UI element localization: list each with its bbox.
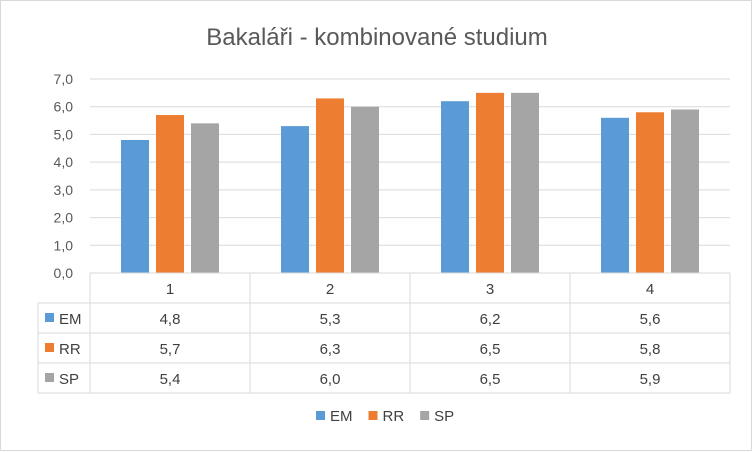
- x-category-label: 4: [646, 281, 654, 298]
- x-category-label: 2: [326, 281, 334, 298]
- legend-label-em: EM: [330, 408, 353, 425]
- bars: [121, 92, 699, 274]
- table-cell-value: 6,0: [320, 371, 341, 388]
- y-tick-label: 7,0: [54, 71, 74, 87]
- y-tick-label: 4,0: [54, 154, 74, 170]
- legend-label-rr: RR: [383, 408, 405, 425]
- table-cell-value: 6,2: [480, 311, 501, 328]
- table-cell-value: 6,5: [480, 341, 501, 358]
- table-cell-value: 5,7: [160, 341, 181, 358]
- legend: EM RR SP: [316, 408, 454, 425]
- y-tick-label: 6,0: [54, 99, 74, 115]
- table-series-name: SP: [59, 371, 79, 388]
- legend-label-sp: SP: [434, 408, 454, 425]
- table-series-name: EM: [59, 311, 82, 328]
- y-tick-label: 1,0: [54, 237, 74, 253]
- table-cell-value: 4,8: [160, 311, 181, 328]
- data-table: 1 2 3 4 EM 4,8 5,3 6,2 5,6 RR 5,7 6,3 6,5 5,8 SP 5,4 6,0…: [37, 272, 731, 394]
- table-cell-value: 6,3: [320, 341, 341, 358]
- table-cell-value: 5,9: [640, 371, 661, 388]
- table-series-name: RR: [59, 341, 81, 358]
- y-tick-label: 2,0: [54, 210, 74, 226]
- table-cell-value: 6,5: [480, 371, 501, 388]
- chart-title: Bakaláři - kombinované studium: [206, 24, 548, 51]
- bar-sp-1: [191, 123, 219, 273]
- legend-swatch-em: [316, 411, 325, 420]
- bar-rr-3: [476, 92, 504, 273]
- table-series-swatch: [45, 343, 54, 352]
- table-series-swatch: [45, 313, 54, 322]
- legend-swatch-rr: [368, 411, 378, 420]
- y-tick-label: 0,0: [54, 265, 74, 281]
- bar-em-3: [441, 101, 469, 274]
- bar-rr-1: [156, 115, 184, 274]
- bar-em-2: [281, 126, 309, 273]
- bar-sp-3: [511, 92, 539, 273]
- bar-em-4: [601, 117, 629, 273]
- y-axis: 0,0 1,0 2,0 3,0 4,0 5,0 6,0 7,0: [54, 71, 74, 281]
- legend-swatch-sp: [420, 411, 430, 420]
- table-cell-value: 5,3: [320, 311, 341, 328]
- bar-em-1: [121, 139, 149, 273]
- bar-sp-2: [351, 106, 379, 273]
- table-cell-value: 5,4: [160, 371, 181, 388]
- x-category-label: 1: [166, 281, 174, 298]
- gridlines: [90, 78, 730, 274]
- table-series-swatch: [45, 373, 54, 382]
- table-cell-value: 5,6: [640, 311, 661, 328]
- x-category-label: 3: [486, 281, 494, 298]
- table-cell-value: 5,8: [640, 341, 661, 358]
- bar-rr-4: [636, 112, 664, 273]
- bar-rr-2: [316, 98, 344, 274]
- y-tick-label: 3,0: [54, 182, 74, 198]
- bar-sp-4: [671, 109, 699, 273]
- y-tick-label: 5,0: [54, 126, 74, 142]
